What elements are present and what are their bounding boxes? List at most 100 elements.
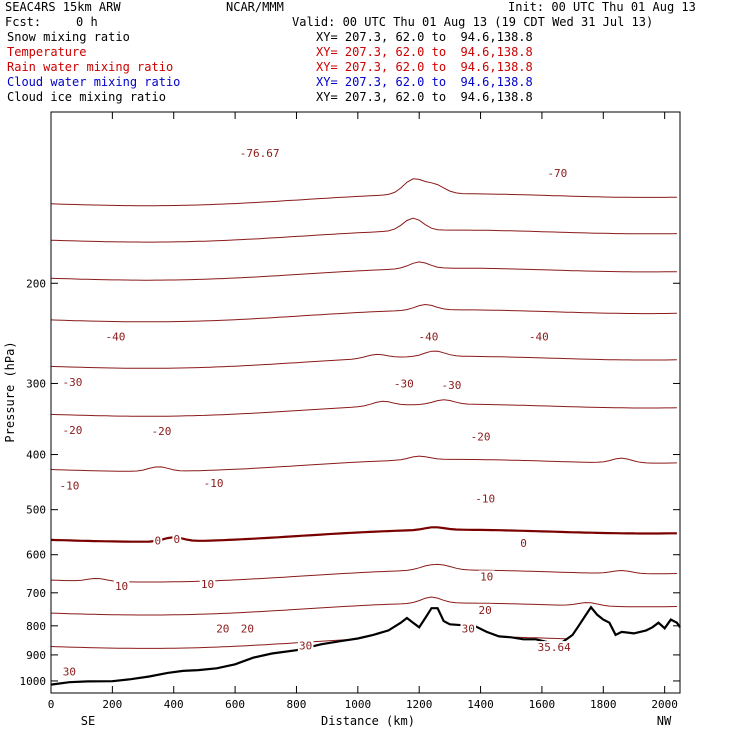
contour-label: -10 — [204, 477, 224, 490]
contour-label-bg — [61, 665, 78, 678]
contour-label-bg — [527, 330, 551, 343]
field-snow-xy: XY= 207.3, 62.0 to 94.6,138.8 — [316, 30, 533, 44]
terrain-layer — [50, 605, 681, 693]
init-time: Init: 00 UTC Thu 01 Aug 13 — [508, 0, 696, 14]
x-tick-label: 400 — [164, 698, 184, 711]
contour-label: -40 — [529, 330, 549, 343]
valid-time: Valid: 00 UTC Thu 01 Aug 13 (19 CDT Wed … — [292, 15, 654, 29]
x-tick-label: 800 — [287, 698, 307, 711]
contour-label: -20 — [471, 431, 491, 444]
field-cloud-water-xy: XY= 207.3, 62.0 to 94.6,138.8 — [316, 75, 533, 89]
contour-label: 0 — [154, 535, 161, 548]
center-label: NCAR/MMM — [226, 0, 284, 14]
contour-label: -76.67 — [240, 147, 280, 160]
contour-label-bg — [519, 536, 528, 549]
isotherm-layer — [50, 178, 677, 649]
y-axis-title: Pressure (hPa) — [3, 341, 17, 442]
contour-label-bg — [61, 423, 84, 436]
contour-label-bg — [392, 377, 416, 390]
y-tick-label: 400 — [26, 449, 46, 462]
contour-label: 35.64 — [538, 641, 571, 654]
contour-label: 10 — [115, 580, 128, 593]
contour-label-bg — [473, 492, 497, 505]
y-tick-label: 1000 — [20, 675, 47, 688]
isotherm-line — [50, 261, 677, 281]
fcst-label: Fcst: — [5, 15, 42, 29]
y-tick-label: 300 — [26, 377, 46, 390]
isotherm-line — [50, 563, 677, 583]
contour-label: -30 — [394, 377, 414, 390]
contour-label: 20 — [216, 623, 229, 636]
contour-label-bg — [239, 622, 256, 635]
isotherm-line — [50, 217, 677, 243]
contour-label: 10 — [201, 578, 214, 591]
contour-label-bg — [172, 532, 182, 545]
contour-label-bg — [61, 375, 84, 388]
contour-label-bg — [58, 479, 81, 492]
contour-label: -30 — [441, 379, 461, 392]
plot-frame — [50, 111, 681, 694]
contour-label: -10 — [475, 493, 495, 506]
axis-layer: 0 200 400 600 800 1000 1200 1400 1600 1800 2000200… — [20, 111, 680, 711]
contour-label-bg — [150, 425, 173, 438]
terrain-line — [50, 605, 681, 686]
contour-label: 10 — [480, 570, 493, 583]
contour-label-bg — [477, 603, 493, 616]
contour-label: 0 — [520, 537, 527, 550]
contour-label: 20 — [241, 622, 254, 635]
field-rain: Rain water mixing ratio — [7, 60, 174, 74]
y-tick-label: 800 — [26, 620, 46, 633]
isotherm-line — [50, 455, 677, 472]
contour-label-bg — [215, 622, 231, 635]
contour-label: -20 — [152, 425, 172, 438]
contour-label: 30 — [299, 640, 312, 653]
x-tick-label: 200 — [102, 698, 122, 711]
field-cloud-ice: Cloud ice mixing ratio — [7, 90, 166, 104]
isotherm-line — [50, 399, 677, 417]
contour-label: -20 — [63, 424, 83, 437]
contour-label: 0 — [173, 533, 180, 546]
x-tick-label: 2000 — [651, 698, 678, 711]
x-axis-right-label: NW — [657, 714, 672, 728]
x-tick-label: 1800 — [590, 698, 617, 711]
isotherm-line — [50, 303, 677, 323]
contour-label: -40 — [105, 330, 125, 343]
contour-label-bg — [199, 578, 216, 591]
isotherm-line — [50, 350, 677, 369]
y-tick-label: 900 — [26, 649, 46, 662]
x-tick-label: 1400 — [467, 698, 494, 711]
contour-label-bg — [546, 166, 569, 179]
contour-label: -40 — [418, 330, 438, 343]
contour-label-bg — [104, 330, 127, 343]
y-tick-label: 500 — [26, 504, 46, 517]
x-tick-label: 1000 — [345, 698, 372, 711]
field-temperature: Temperature — [7, 45, 87, 59]
terrain-fill — [51, 607, 680, 693]
x-tick-label: 1600 — [529, 698, 556, 711]
contour-label: -70 — [547, 167, 567, 180]
field-cloud-water: Cloud water mixing ratio — [7, 75, 181, 89]
isotherm-line — [50, 526, 677, 543]
contour-label-bg — [536, 641, 573, 654]
contour-label-bg — [297, 639, 314, 652]
field-rain-xy: XY= 207.3, 62.0 to 94.6,138.8 — [316, 60, 533, 74]
contour-label-bg — [478, 570, 495, 583]
isotherm-line — [50, 178, 677, 207]
contour-label-bg — [153, 534, 163, 547]
x-tick-label: 0 — [48, 698, 55, 711]
x-tick-label: 1200 — [406, 698, 433, 711]
contour-label-bg — [440, 379, 463, 392]
contour-label: -30 — [63, 376, 83, 389]
x-axis-title: Distance (km) — [321, 714, 415, 728]
contour-label-bg — [469, 430, 492, 443]
contour-label-bg — [113, 580, 130, 593]
contour-label: 20 — [479, 604, 492, 617]
x-axis-left-label: SE — [81, 714, 95, 728]
fcst-value: 0 h — [76, 15, 98, 29]
field-snow: Snow mixing ratio — [7, 30, 130, 44]
contour-label-bg — [202, 477, 225, 490]
isotherm-line — [50, 596, 677, 616]
contour-label: -10 — [59, 479, 79, 492]
chart-title: SEAC4RS 15km ARW — [5, 0, 121, 14]
contour-label-bg — [417, 330, 440, 343]
